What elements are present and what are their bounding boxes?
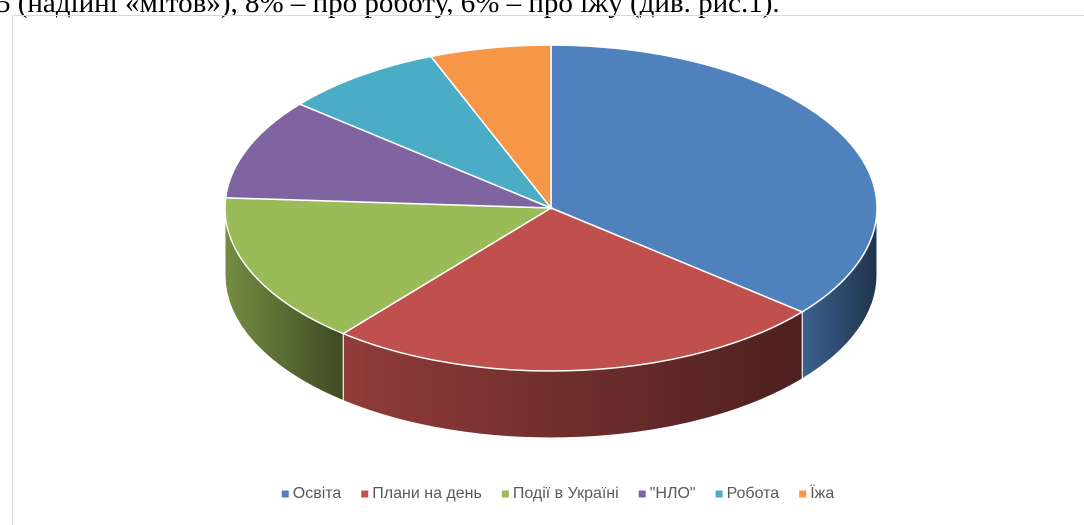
legend-swatch	[799, 490, 807, 498]
legend-swatch	[715, 490, 723, 498]
legend-label: Події в Україні	[513, 485, 619, 502]
slice	[341, 207, 804, 372]
legend-label: "НЛО"	[650, 485, 696, 502]
chart-frame	[12, 15, 1084, 525]
legend-swatch	[361, 490, 369, 498]
slice	[224, 196, 554, 335]
annotation: 5 (надійні «мітов»), 8% – про роботу, 6%…	[0, 0, 780, 19]
legend-label: Їжа	[810, 484, 834, 502]
legend-label: Плани на день	[372, 485, 482, 502]
slice	[224, 103, 552, 209]
slice	[298, 55, 554, 210]
legend-label: Робота	[727, 485, 780, 502]
legend-swatch	[501, 490, 509, 498]
slice	[429, 44, 552, 211]
slice	[550, 44, 878, 313]
legend-swatch	[638, 490, 646, 498]
legend-label: Освіта	[293, 485, 342, 502]
legend-swatch	[281, 490, 289, 498]
